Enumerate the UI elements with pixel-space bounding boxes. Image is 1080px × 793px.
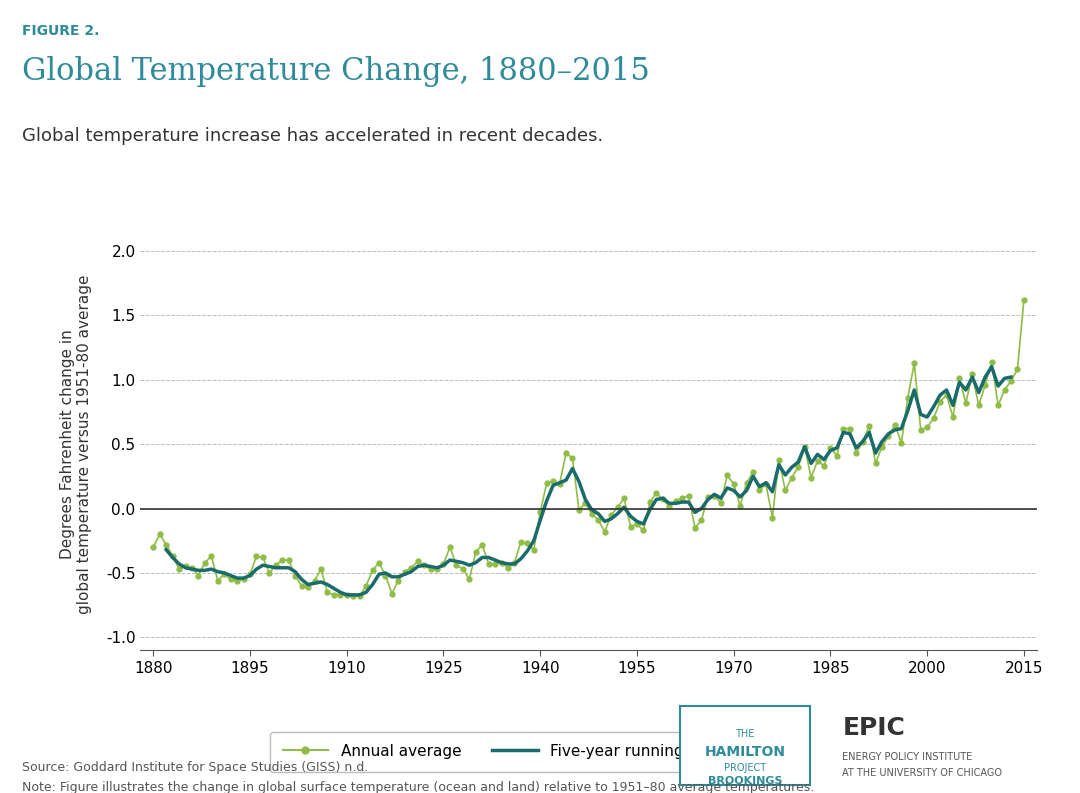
Text: EPIC: EPIC <box>842 716 905 740</box>
Y-axis label: Degrees Fahrenheit change in
global temperature versus 1951-80 average: Degrees Fahrenheit change in global temp… <box>59 274 92 614</box>
Text: PROJECT: PROJECT <box>724 763 767 772</box>
Five-year running average <box>231 573 244 583</box>
Annual average <box>863 421 876 431</box>
Annual average <box>147 542 160 552</box>
Legend: Annual average, Five-year running average: Annual average, Five-year running averag… <box>270 732 764 772</box>
Annual average <box>972 400 985 410</box>
Five-year running average <box>424 561 437 571</box>
Five-year running average <box>843 429 856 439</box>
Annual average <box>249 551 262 561</box>
Five-year running average <box>450 557 463 566</box>
Five-year running average <box>340 590 353 600</box>
Text: ENERGY POLICY INSTITUTE: ENERGY POLICY INSTITUTE <box>842 753 973 762</box>
Text: Global temperature increase has accelerated in recent decades.: Global temperature increase has accelera… <box>22 127 603 145</box>
Line: Five-year running average: Five-year running average <box>166 366 1011 595</box>
Annual average <box>488 559 501 569</box>
Text: Global Temperature Change, 1880–2015: Global Temperature Change, 1880–2015 <box>22 56 649 86</box>
Five-year running average <box>160 545 173 554</box>
Five-year running average <box>262 561 275 571</box>
Text: AT THE UNIVERSITY OF CHICAGO: AT THE UNIVERSITY OF CHICAGO <box>842 768 1002 778</box>
Text: THE: THE <box>735 729 755 738</box>
Annual average <box>347 592 360 601</box>
Annual average <box>869 458 882 468</box>
Text: Note: Figure illustrates the change in global surface temperature (ocean and lan: Note: Figure illustrates the change in g… <box>22 781 814 793</box>
Five-year running average <box>1004 373 1017 382</box>
Five-year running average <box>985 362 998 371</box>
Line: Annual average: Annual average <box>151 297 1026 599</box>
Text: BROOKINGS: BROOKINGS <box>708 776 782 786</box>
Annual average <box>1017 295 1030 305</box>
Text: HAMILTON: HAMILTON <box>705 745 786 759</box>
Text: Source: Goddard Institute for Space Studies (GISS) n.d.: Source: Goddard Institute for Space Stud… <box>22 761 368 774</box>
Annual average <box>856 437 869 446</box>
Five-year running average <box>850 443 863 453</box>
Text: FIGURE 2.: FIGURE 2. <box>22 24 99 38</box>
